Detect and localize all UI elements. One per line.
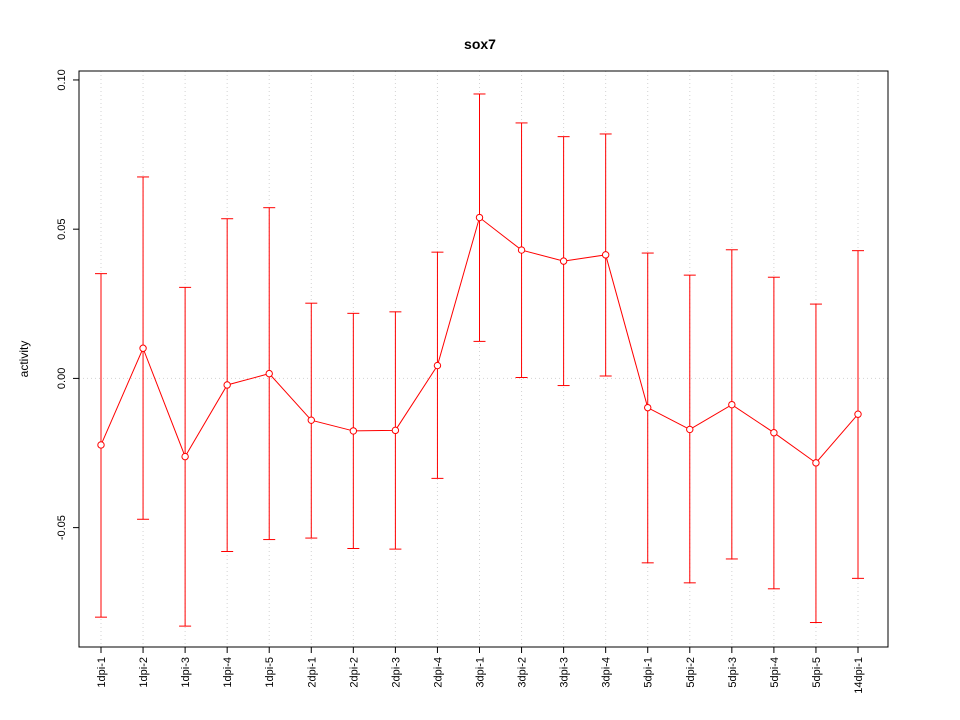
x-tick-label: 1dpi-1 <box>96 657 108 688</box>
data-point <box>559 257 568 265</box>
y-tick-label: 0.10 <box>56 69 68 90</box>
x-tick-label: 14dpi-1 <box>853 657 865 694</box>
plot-frame <box>78 70 889 648</box>
data-point <box>433 361 442 370</box>
x-tick-label: 3dpi-2 <box>517 657 529 688</box>
x-tick-label: 5dpi-5 <box>811 657 823 688</box>
data-point <box>181 452 189 461</box>
data-point <box>517 246 526 254</box>
y-tick-label: 0.05 <box>56 218 68 239</box>
x-tick-label: 1dpi-3 <box>180 657 192 688</box>
y-axis: -0.05 0.00 0.05 0.10 <box>56 69 80 540</box>
x-tick-label: 2dpi-3 <box>390 657 402 688</box>
x-tick-label: 5dpi-4 <box>769 657 781 688</box>
y-tick-label: 0.00 <box>56 368 68 389</box>
data-point <box>728 400 736 409</box>
data-point <box>391 426 400 435</box>
data-point <box>686 425 694 434</box>
x-tick-label: 1dpi-4 <box>222 657 234 688</box>
data-point <box>307 416 315 424</box>
x-tick-label: 2dpi-2 <box>348 657 360 688</box>
data-point <box>265 369 273 378</box>
x-tick-label: 2dpi-1 <box>306 657 318 688</box>
x-tick-label: 3dpi-3 <box>559 657 571 688</box>
data-point <box>854 410 862 418</box>
data-point <box>770 429 778 437</box>
data-point <box>97 441 105 449</box>
chart-title: sox7 <box>464 36 496 52</box>
x-tick-label: 5dpi-1 <box>643 657 655 688</box>
x-tick-label: 3dpi-4 <box>601 657 613 688</box>
x-axis: 1dpi-1 1dpi-2 1dpi-3 1dpi-4 1dpi-5 2dpi-1 2dpi… <box>96 646 865 694</box>
data-point <box>601 251 610 259</box>
series-layer <box>95 93 864 627</box>
grid-lines <box>79 71 888 647</box>
data-point <box>475 213 484 222</box>
data-point <box>644 403 652 412</box>
y-axis-label: activity <box>17 341 31 378</box>
x-tick-label: 5dpi-3 <box>727 657 739 688</box>
x-tick-label: 2dpi-4 <box>432 657 444 688</box>
data-point <box>812 459 820 467</box>
data-point <box>139 344 147 352</box>
x-tick-label: 3dpi-1 <box>475 657 487 688</box>
x-tick-label: 1dpi-5 <box>264 657 276 688</box>
data-point <box>223 381 231 389</box>
y-tick-label: -0.05 <box>56 515 68 540</box>
data-point <box>349 427 358 435</box>
x-tick-label: 5dpi-2 <box>685 657 697 688</box>
x-tick-label: 1dpi-2 <box>138 657 150 688</box>
